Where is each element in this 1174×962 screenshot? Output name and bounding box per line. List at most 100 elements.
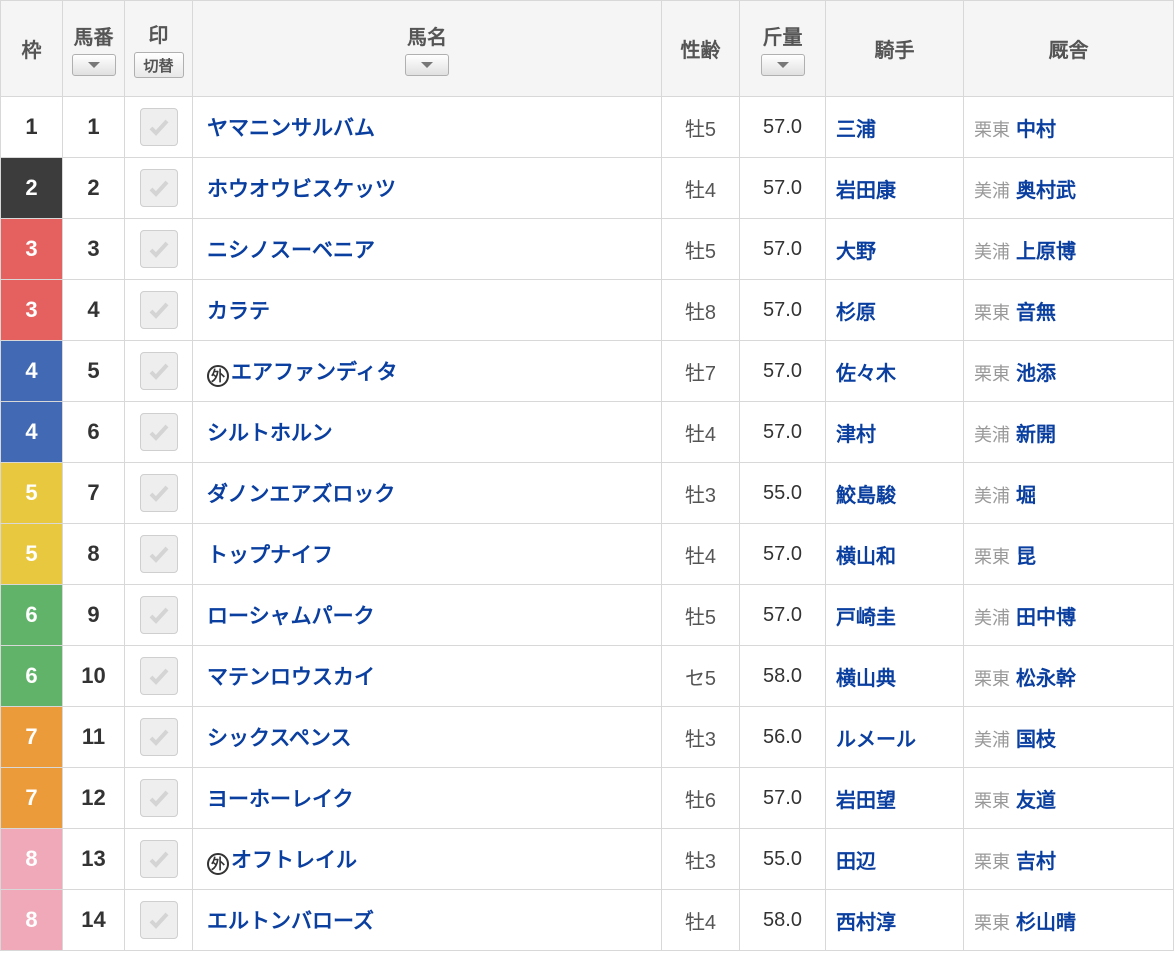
table-header-row: 枠 馬番 印 切替 馬名: [1, 1, 1174, 97]
jockey-link[interactable]: 田辺: [836, 851, 876, 873]
mark-checkbox[interactable]: [140, 718, 178, 756]
cell-age: 牡4: [662, 524, 740, 585]
horse-name-link[interactable]: マテンロウスカイ: [207, 666, 375, 689]
jockey-link[interactable]: 佐々木: [836, 363, 896, 385]
jockey-link[interactable]: 横山典: [836, 668, 896, 690]
cell-umaban: 8: [63, 524, 125, 585]
mark-checkbox[interactable]: [140, 352, 178, 390]
check-icon: [147, 420, 171, 444]
trainer-link[interactable]: 昆: [1016, 546, 1036, 568]
cell-umaban: 2: [63, 158, 125, 219]
mark-checkbox[interactable]: [140, 535, 178, 573]
cell-stable: 栗東友道: [964, 768, 1174, 829]
horse-name-link[interactable]: ニシノスーベニア: [207, 239, 375, 262]
horse-name-link[interactable]: カラテ: [207, 300, 270, 323]
jockey-link[interactable]: 岩田康: [836, 180, 896, 202]
horse-name-link[interactable]: シルトホルン: [207, 422, 333, 445]
cell-mark: [125, 890, 193, 951]
mark-checkbox[interactable]: [140, 230, 178, 268]
mark-checkbox[interactable]: [140, 169, 178, 207]
horse-name-link[interactable]: ダノンエアズロック: [207, 483, 395, 506]
cell-age: 牡5: [662, 219, 740, 280]
trainer-link[interactable]: 吉村: [1016, 851, 1056, 873]
cell-waku: 7: [1, 707, 63, 768]
trainer-link[interactable]: 新開: [1016, 424, 1056, 446]
table-row: 711シックスペンス牡356.0ルメール美浦国枝: [1, 707, 1174, 768]
mark-checkbox[interactable]: [140, 596, 178, 634]
horse-name-link[interactable]: エルトンバローズ: [207, 910, 374, 933]
cell-weight: 58.0: [740, 646, 826, 707]
cell-jockey: ルメール: [826, 707, 964, 768]
trainer-link[interactable]: 国枝: [1016, 729, 1056, 751]
gai-icon: 外: [207, 365, 229, 387]
trainer-link[interactable]: 堀: [1016, 485, 1036, 507]
cell-waku: 3: [1, 219, 63, 280]
jockey-link[interactable]: 横山和: [836, 546, 896, 568]
cell-jockey: 西村淳: [826, 890, 964, 951]
trainer-link[interactable]: 田中博: [1016, 607, 1076, 629]
mark-checkbox[interactable]: [140, 291, 178, 329]
jockey-link[interactable]: 戸崎圭: [836, 607, 896, 629]
trainer-link[interactable]: 奥村武: [1016, 180, 1076, 202]
cell-age: 牡7: [662, 341, 740, 402]
cell-jockey: 佐々木: [826, 341, 964, 402]
trainer-link[interactable]: 上原博: [1016, 241, 1076, 263]
trainer-link[interactable]: 池添: [1016, 363, 1056, 385]
jockey-link[interactable]: 津村: [836, 424, 876, 446]
mark-checkbox[interactable]: [140, 413, 178, 451]
trainer-link[interactable]: 音無: [1016, 302, 1056, 324]
horse-name-link[interactable]: シックスペンス: [207, 727, 351, 750]
trainer-link[interactable]: 松永幹: [1016, 668, 1076, 690]
cell-mark: [125, 463, 193, 524]
mark-checkbox[interactable]: [140, 840, 178, 878]
mark-checkbox[interactable]: [140, 474, 178, 512]
check-icon: [147, 664, 171, 688]
horse-name-link[interactable]: ローシャムパーク: [207, 605, 375, 628]
mark-toggle-button[interactable]: 切替: [134, 52, 184, 78]
check-icon: [147, 237, 171, 261]
sort-umaban-button[interactable]: [72, 54, 116, 76]
cell-stable: 美浦田中博: [964, 585, 1174, 646]
trainer-link[interactable]: 中村: [1016, 119, 1056, 141]
cell-weight: 57.0: [740, 524, 826, 585]
cell-mark: [125, 158, 193, 219]
horse-name-link[interactable]: エアファンディタ: [231, 361, 398, 384]
jockey-link[interactable]: 鮫島駿: [836, 485, 896, 507]
jockey-link[interactable]: 杉原: [836, 302, 876, 324]
horse-name-link[interactable]: ヨーホーレイク: [207, 788, 354, 811]
cell-age: 牡4: [662, 158, 740, 219]
horse-name-link[interactable]: ホウオウビスケッツ: [207, 178, 396, 201]
mark-checkbox[interactable]: [140, 657, 178, 695]
horse-name-link[interactable]: ヤマニンサルバム: [207, 117, 375, 140]
cell-mark: [125, 768, 193, 829]
table-row: 69ローシャムパーク牡557.0戸崎圭美浦田中博: [1, 585, 1174, 646]
cell-mark: [125, 341, 193, 402]
horse-name-link[interactable]: トップナイフ: [207, 544, 333, 567]
jockey-link[interactable]: 三浦: [836, 119, 876, 141]
sort-weight-button[interactable]: [761, 54, 805, 76]
mark-checkbox[interactable]: [140, 108, 178, 146]
cell-jockey: 岩田望: [826, 768, 964, 829]
jockey-link[interactable]: 岩田望: [836, 790, 896, 812]
cell-umaban: 5: [63, 341, 125, 402]
cell-name: 外エアファンディタ: [193, 341, 662, 402]
cell-weight: 57.0: [740, 280, 826, 341]
horse-name-link[interactable]: オフトレイル: [231, 849, 357, 872]
sort-name-button[interactable]: [405, 54, 449, 76]
trainer-link[interactable]: 友道: [1016, 790, 1056, 812]
mark-checkbox[interactable]: [140, 779, 178, 817]
header-jockey-label: 騎手: [875, 40, 915, 62]
stable-location: 栗東: [974, 852, 1010, 872]
table-row: 46シルトホルン牡457.0津村美浦新開: [1, 402, 1174, 463]
trainer-link[interactable]: 杉山晴: [1016, 912, 1076, 934]
cell-name: ダノンエアズロック: [193, 463, 662, 524]
mark-checkbox[interactable]: [140, 901, 178, 939]
cell-jockey: 杉原: [826, 280, 964, 341]
header-umaban: 馬番: [63, 1, 125, 97]
cell-waku: 3: [1, 280, 63, 341]
jockey-link[interactable]: 大野: [836, 241, 876, 263]
jockey-link[interactable]: 西村淳: [836, 912, 896, 934]
header-name-label: 馬名: [407, 21, 447, 50]
jockey-link[interactable]: ルメール: [836, 729, 916, 751]
cell-weight: 57.0: [740, 97, 826, 158]
